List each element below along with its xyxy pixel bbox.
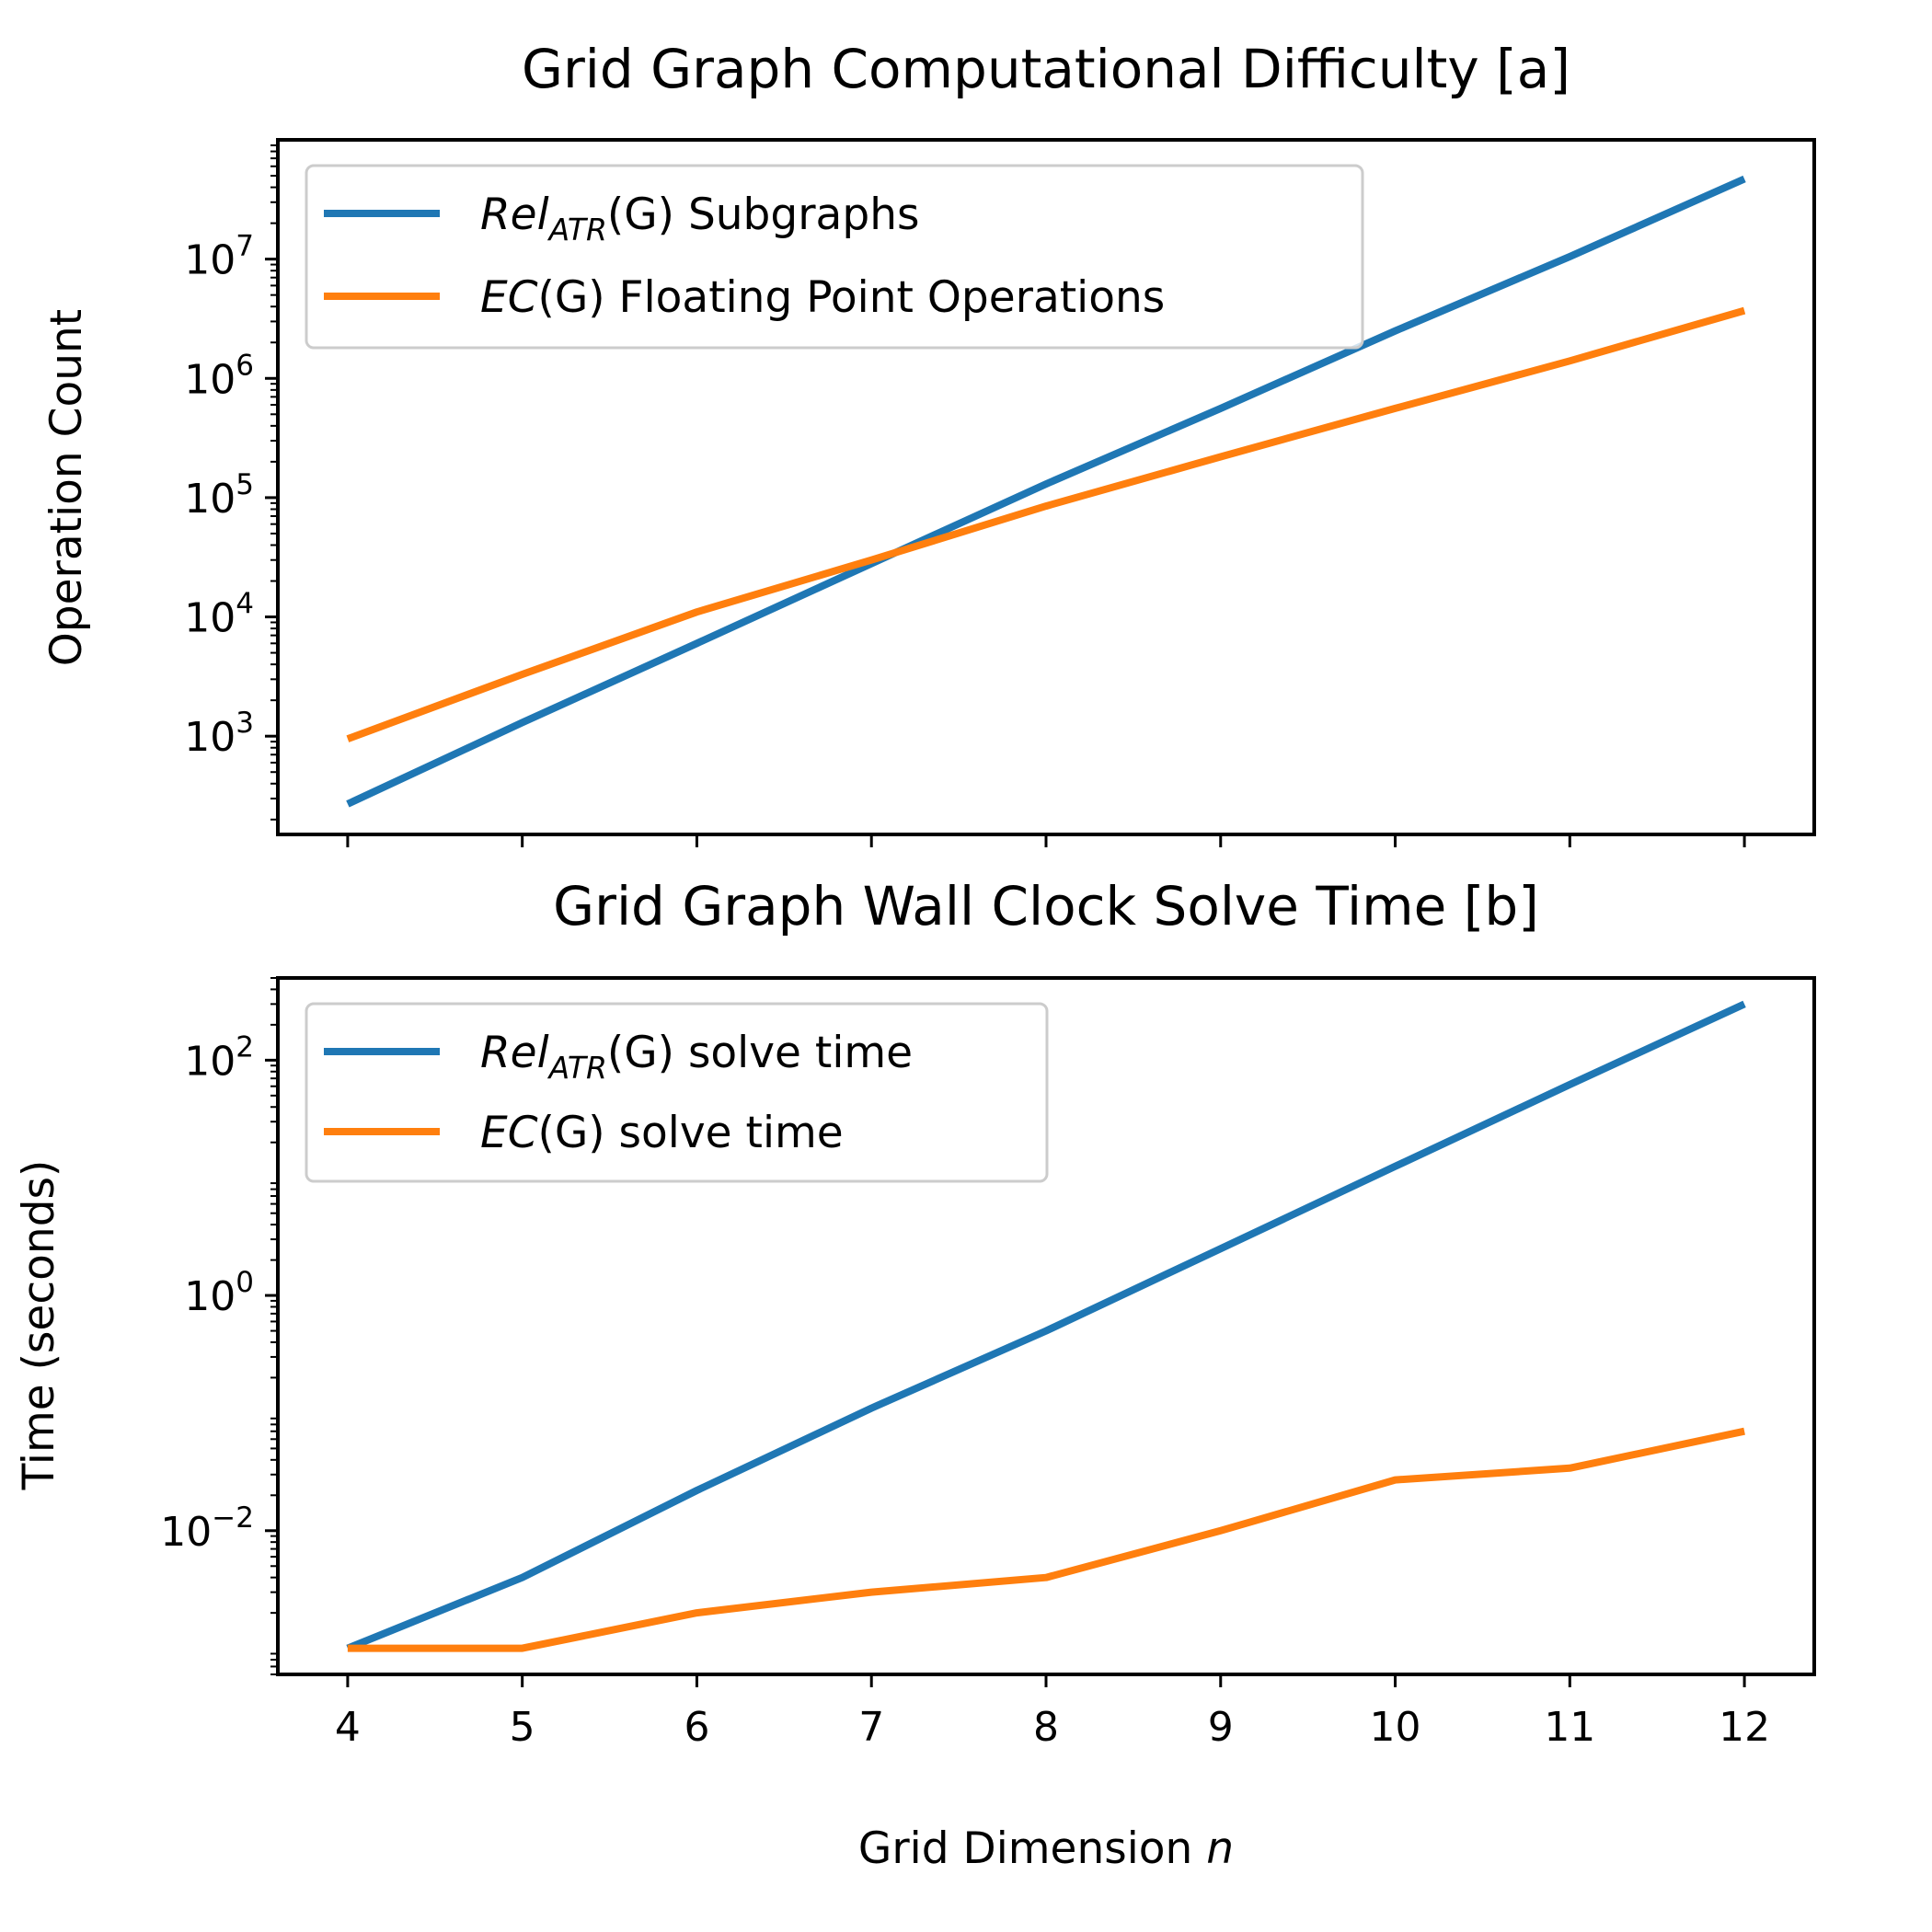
y-tick-base: 10 [184, 1273, 236, 1320]
y-tick-exponent: 7 [236, 230, 254, 263]
panel-a-legend-entry-blue: RelATR(G) Subgraphs [480, 190, 919, 247]
legend-math-main: Rel [480, 1028, 549, 1078]
x-tick-label: 10 [1370, 1704, 1421, 1751]
y-tick-base: 10 [184, 1038, 236, 1085]
panel-b-legend-box [305, 1002, 1049, 1183]
x-tick-label: 4 [335, 1704, 361, 1751]
y-tick-exponent: 4 [236, 588, 254, 621]
y-tick-base: 10 [184, 237, 236, 284]
panel-a-legend-box [305, 164, 1364, 350]
y-tick-exponent: 6 [236, 349, 254, 382]
y-tick-exponent: 5 [236, 468, 254, 501]
y-tick-label: 102 [184, 1030, 254, 1085]
y-tick-base: 10 [184, 595, 236, 642]
y-tick-base: 10 [184, 356, 236, 403]
panel-a-x-ticks [346, 834, 1746, 847]
panel-a-title: Grid Graph Computational Difficulty [a] [522, 38, 1570, 100]
y-tick-label: 10−2 [160, 1501, 254, 1556]
panel-b-legend-entry-blue: RelATR(G) solve time [480, 1028, 913, 1086]
series-line-blue [346, 175, 1746, 808]
panel-a-y-axis-label: Operation Count [41, 309, 92, 666]
y-tick-label: 104 [184, 588, 254, 642]
panel-a-operation-count: Grid Graph Computational Difficulty [a] … [41, 38, 1816, 847]
y-tick-exponent: −2 [212, 1501, 254, 1535]
panel-b-x-axis-label: Grid Dimension n [858, 1823, 1234, 1874]
legend-rest: (G) Floating Point Operations [538, 272, 1166, 323]
y-tick-base: 10 [160, 1509, 212, 1556]
x-tick-label: 11 [1544, 1704, 1595, 1751]
legend-rest: (G) solve time [538, 1108, 844, 1158]
series-line-blue [346, 1000, 1746, 1652]
panel-b-series-lines [346, 1000, 1746, 1652]
y-tick-label: 106 [184, 349, 254, 403]
x-tick-label: 6 [684, 1704, 709, 1751]
x-tick-label: 12 [1719, 1704, 1770, 1751]
legend-math-main: EC [480, 272, 538, 323]
y-tick-exponent: 3 [236, 707, 254, 740]
legend-rest: (G) solve time [607, 1028, 913, 1078]
legend-math-main: EC [480, 1108, 538, 1158]
panel-a-legend-entry-orange: EC(G) Floating Point Operations [480, 272, 1165, 323]
y-tick-exponent: 2 [236, 1030, 254, 1064]
panel-a-legend: RelATR(G) Subgraphs EC(G) Floating Point… [305, 164, 1364, 350]
x-tick-label: 5 [510, 1704, 535, 1751]
x-axis-label-main: Grid Dimension [858, 1823, 1206, 1874]
panel-b-legend: RelATR(G) solve time EC(G) solve time [305, 1002, 1049, 1183]
panel-b-plot-frame [276, 976, 1816, 1676]
y-tick-label: 103 [184, 707, 254, 761]
legend-math-sub: ATR [547, 212, 607, 247]
panel-b-legend-entry-orange: EC(G) solve time [480, 1108, 844, 1158]
panel-b-y-axis-label: Time (seconds) [14, 1160, 64, 1491]
panel-b-solve-time: Grid Graph Wall Clock Solve Time [b] 10−… [14, 875, 1816, 1874]
legend-math-main: Rel [480, 190, 549, 240]
x-tick-label: 8 [1033, 1704, 1059, 1751]
x-axis-label-var: n [1206, 1823, 1234, 1874]
legend-math-sub: ATR [547, 1050, 607, 1086]
panel-a-series-lines [346, 175, 1746, 808]
panel-b-title: Grid Graph Wall Clock Solve Time [b] [553, 875, 1539, 937]
y-tick-base: 10 [184, 714, 236, 761]
y-tick-label: 100 [184, 1266, 254, 1320]
legend-rest: (G) Subgraphs [607, 190, 920, 240]
y-tick-label: 105 [184, 468, 254, 523]
panel-a-plot-frame [276, 138, 1816, 836]
panel-b-x-ticks: 4 5 6 7 8 9 10 11 12 [335, 1674, 1770, 1751]
x-tick-label: 7 [858, 1704, 884, 1751]
series-line-orange [347, 1427, 1745, 1652]
x-tick-label: 9 [1208, 1704, 1234, 1751]
y-tick-base: 10 [184, 476, 236, 523]
y-tick-label: 107 [184, 230, 254, 284]
y-tick-exponent: 0 [236, 1266, 254, 1299]
series-line-orange [346, 306, 1746, 742]
